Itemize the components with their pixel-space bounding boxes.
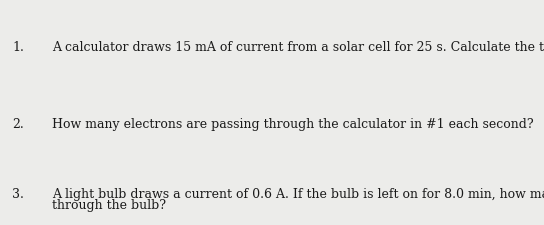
Text: 3.: 3. bbox=[12, 187, 24, 200]
Text: A light bulb draws a current of 0.6 A. If the bulb is left on for 8.0 min, how m: A light bulb draws a current of 0.6 A. I… bbox=[52, 187, 544, 200]
Text: 1.: 1. bbox=[12, 40, 24, 54]
Text: How many electrons are passing through the calculator in #1 each second?: How many electrons are passing through t… bbox=[52, 117, 533, 130]
Text: 2.: 2. bbox=[12, 117, 24, 130]
Text: through the bulb?: through the bulb? bbox=[52, 198, 166, 211]
Text: A calculator draws 15 mA of current from a solar cell for 25 s. Calculate the to: A calculator draws 15 mA of current from… bbox=[52, 40, 544, 54]
